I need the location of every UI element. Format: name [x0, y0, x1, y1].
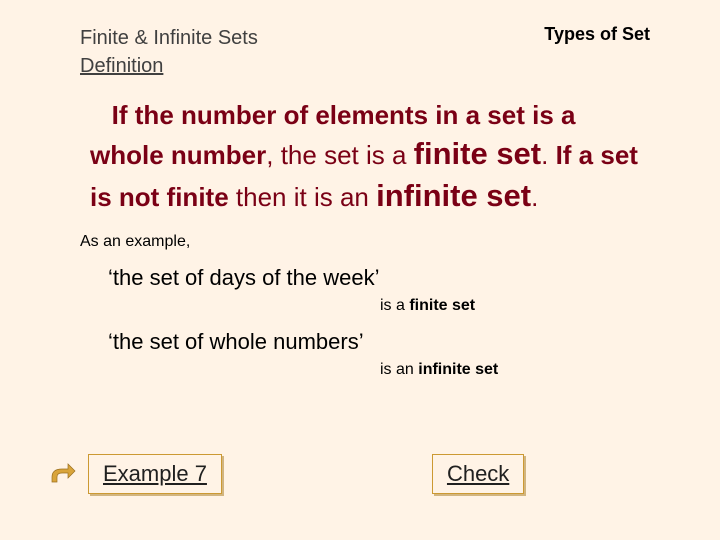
example-button[interactable]: Example 7 — [88, 454, 222, 494]
return-icon[interactable] — [48, 461, 76, 487]
def-part4: then it is an — [229, 182, 376, 212]
example2-result: is an infinite set — [0, 355, 720, 379]
title-left: Finite & Infinite Sets Definition — [80, 24, 258, 80]
title-line1: Finite & Infinite Sets — [80, 27, 258, 49]
example1-result: is a finite set — [0, 291, 720, 315]
buttons-row: Example 7 Check — [0, 454, 720, 494]
example2-text: ‘the set of whole numbers’ — [0, 315, 720, 355]
example1-term: finite set — [409, 297, 475, 314]
def-part2: , the set is a — [266, 140, 413, 170]
def-term2: infinite set — [376, 178, 531, 213]
example1-text: ‘the set of days of the week’ — [0, 251, 720, 291]
def-part5: . — [531, 182, 538, 212]
title-line2: Definition — [80, 55, 163, 77]
def-part3a: . — [541, 140, 555, 170]
example2-term: infinite set — [418, 361, 498, 378]
check-button[interactable]: Check — [432, 454, 524, 494]
example-intro: As an example, — [0, 217, 720, 251]
example1-is-label: is a — [380, 297, 409, 314]
page-category: Types of Set — [544, 24, 650, 45]
example2-is-label: is an — [380, 361, 418, 378]
header: Finite & Infinite Sets Definition Types … — [0, 0, 720, 80]
def-term1: finite set — [414, 136, 541, 171]
definition-text: If the number of elements in a set is a … — [0, 80, 720, 217]
